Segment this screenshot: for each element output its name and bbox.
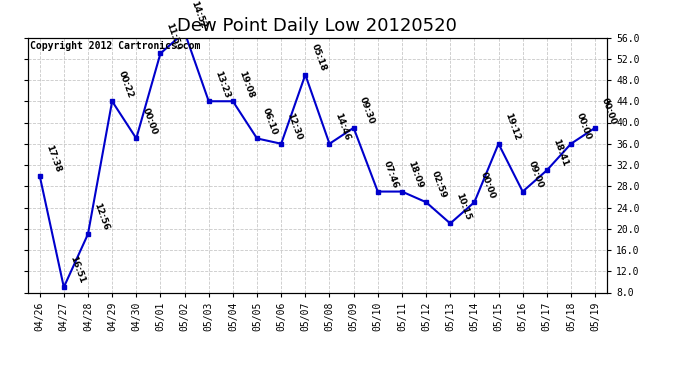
Text: 11:59: 11:59 — [165, 21, 183, 51]
Text: 00:00: 00:00 — [575, 112, 593, 142]
Text: 19:12: 19:12 — [503, 111, 521, 142]
Text: 12:30: 12:30 — [286, 112, 304, 142]
Text: 13:23: 13:23 — [213, 69, 231, 99]
Title: Dew Point Daily Low 20120520: Dew Point Daily Low 20120520 — [177, 16, 457, 34]
Text: 02:59: 02:59 — [431, 170, 448, 200]
Text: 19:08: 19:08 — [237, 69, 255, 99]
Text: 14:52: 14:52 — [189, 0, 207, 30]
Text: 18:09: 18:09 — [406, 159, 424, 189]
Text: 05:18: 05:18 — [310, 43, 328, 72]
Text: 16:51: 16:51 — [68, 255, 86, 285]
Text: Copyright 2012 Cartronics.com: Copyright 2012 Cartronics.com — [30, 41, 201, 51]
Text: 14:46: 14:46 — [334, 111, 352, 142]
Text: 09:00: 09:00 — [527, 160, 545, 189]
Text: 00:22: 00:22 — [117, 69, 135, 99]
Text: 00:00: 00:00 — [141, 107, 159, 136]
Text: 18:41: 18:41 — [551, 138, 569, 168]
Text: 17:38: 17:38 — [44, 143, 62, 174]
Text: 00:00: 00:00 — [600, 96, 618, 126]
Text: 12:56: 12:56 — [92, 202, 110, 232]
Text: 06:10: 06:10 — [262, 106, 279, 136]
Text: 09:30: 09:30 — [358, 96, 376, 126]
Text: 00:00: 00:00 — [479, 171, 497, 200]
Text: 07:46: 07:46 — [382, 159, 400, 189]
Text: 10:15: 10:15 — [455, 191, 473, 221]
